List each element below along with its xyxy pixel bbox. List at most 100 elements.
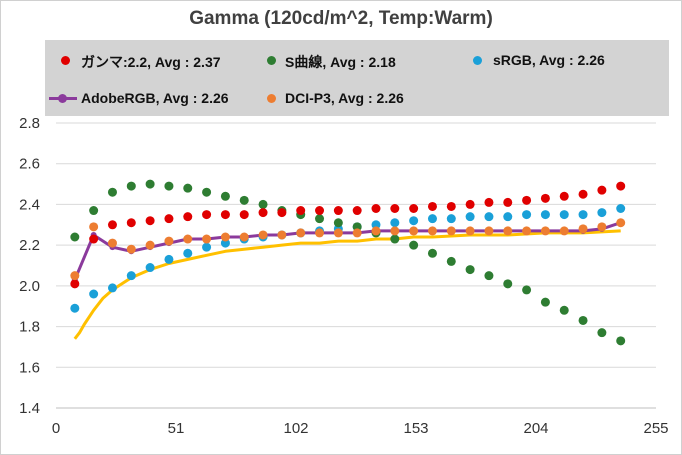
data-point-scurve — [540, 297, 550, 307]
data-point-scurve — [258, 199, 268, 209]
data-point-srgb — [465, 212, 475, 222]
data-point-dcip3 — [578, 224, 588, 234]
data-point-srgb — [70, 303, 80, 313]
data-point-dcip3 — [446, 226, 456, 236]
legend-marker-scurve — [267, 56, 276, 65]
y-tick-label: 1.4 — [19, 400, 40, 417]
data-point-srgb — [503, 212, 513, 222]
data-point-gamma — [616, 181, 626, 191]
data-point-gamma — [597, 185, 607, 195]
data-point-scurve — [427, 248, 437, 258]
data-point-dcip3 — [522, 226, 532, 236]
data-point-gamma — [202, 210, 212, 220]
data-point-gamma — [315, 206, 325, 216]
data-point-srgb — [446, 214, 456, 224]
y-tick-label: 2.2 — [19, 237, 40, 254]
data-point-srgb — [522, 210, 532, 220]
data-point-scurve — [409, 240, 419, 250]
data-point-dcip3 — [277, 230, 287, 240]
data-point-srgb — [427, 214, 437, 224]
data-point-srgb — [597, 208, 607, 218]
data-point-scurve — [164, 181, 174, 191]
data-point-gamma — [540, 193, 550, 203]
x-tick-label: 204 — [523, 420, 548, 437]
data-point-dcip3 — [239, 232, 249, 242]
data-point-srgb — [107, 283, 117, 293]
data-point-dcip3 — [296, 228, 306, 238]
data-point-dcip3 — [465, 226, 475, 236]
data-point-dcip3 — [427, 226, 437, 236]
data-point-gamma — [89, 234, 99, 244]
data-point-scurve — [89, 206, 99, 216]
data-point-scurve — [202, 187, 212, 197]
data-point-gamma — [183, 212, 193, 222]
data-point-gamma — [277, 208, 287, 218]
data-point-srgb — [540, 210, 550, 220]
legend-label-srgb: sRGB, Avg : 2.26 — [493, 52, 605, 68]
data-point-scurve — [390, 234, 400, 244]
data-point-srgb — [183, 248, 193, 258]
x-tick-label: 153 — [403, 420, 428, 437]
legend-label-gamma: ガンマ:2.2, Avg : 2.37 — [81, 54, 221, 70]
data-point-gamma — [333, 206, 343, 216]
data-point-dcip3 — [390, 226, 400, 236]
data-point-dcip3 — [183, 234, 193, 244]
data-point-dcip3 — [503, 226, 513, 236]
legend-marker-gamma — [61, 56, 70, 65]
data-point-gamma — [107, 220, 117, 230]
data-point-gamma — [220, 210, 230, 220]
data-point-gamma — [296, 206, 306, 216]
data-point-gamma — [522, 195, 532, 205]
data-point-scurve — [465, 265, 475, 275]
data-point-dcip3 — [484, 226, 494, 236]
legend: ガンマ:2.2, Avg : 2.37 S曲線, Avg : 2.18 sRGB… — [45, 40, 669, 116]
y-tick-label: 1.6 — [19, 359, 40, 376]
chart-title: Gamma (120cd/m^2, Temp:Warm) — [189, 8, 493, 29]
data-point-gamma — [258, 208, 268, 218]
x-tick-label: 255 — [643, 420, 668, 437]
y-tick-label: 2.4 — [19, 196, 40, 213]
data-point-scurve — [145, 179, 155, 189]
data-point-scurve — [484, 271, 494, 281]
data-point-dcip3 — [145, 240, 155, 250]
data-point-srgb — [559, 210, 569, 220]
x-tick-label: 0 — [52, 420, 60, 437]
data-point-srgb — [484, 212, 494, 222]
data-point-gamma — [559, 191, 569, 201]
y-tick-label: 2.6 — [19, 156, 40, 173]
data-point-srgb — [578, 210, 588, 220]
data-point-dcip3 — [540, 226, 550, 236]
data-point-gamma — [465, 199, 475, 209]
data-point-srgb — [202, 242, 212, 252]
data-point-scurve — [616, 336, 626, 346]
data-point-dcip3 — [220, 232, 230, 242]
data-point-gamma — [70, 279, 80, 289]
data-point-scurve — [559, 305, 569, 315]
y-tick-label: 2.8 — [19, 115, 40, 132]
data-point-gamma — [390, 204, 400, 213]
data-point-dcip3 — [126, 244, 136, 254]
data-point-dcip3 — [333, 228, 343, 238]
data-point-srgb — [145, 263, 155, 273]
data-point-gamma — [503, 197, 513, 207]
legend-marker-srgb — [473, 56, 482, 65]
data-point-dcip3 — [597, 222, 607, 232]
data-point-gamma — [484, 197, 494, 207]
data-point-dcip3 — [352, 228, 362, 238]
data-point-gamma — [352, 206, 362, 216]
data-point-gamma — [446, 201, 456, 211]
data-point-dcip3 — [559, 226, 569, 236]
data-point-srgb — [126, 271, 136, 281]
data-point-dcip3 — [107, 238, 117, 248]
data-point-scurve — [183, 183, 193, 193]
data-point-scurve — [107, 187, 117, 197]
data-point-gamma — [164, 214, 174, 224]
data-point-scurve — [126, 181, 136, 191]
data-point-srgb — [390, 218, 400, 228]
data-point-gamma — [371, 204, 381, 213]
y-tick-label: 1.8 — [19, 319, 40, 336]
data-point-dcip3 — [315, 228, 325, 238]
legend-marker-dcip3 — [267, 94, 276, 103]
data-point-srgb — [409, 216, 419, 226]
